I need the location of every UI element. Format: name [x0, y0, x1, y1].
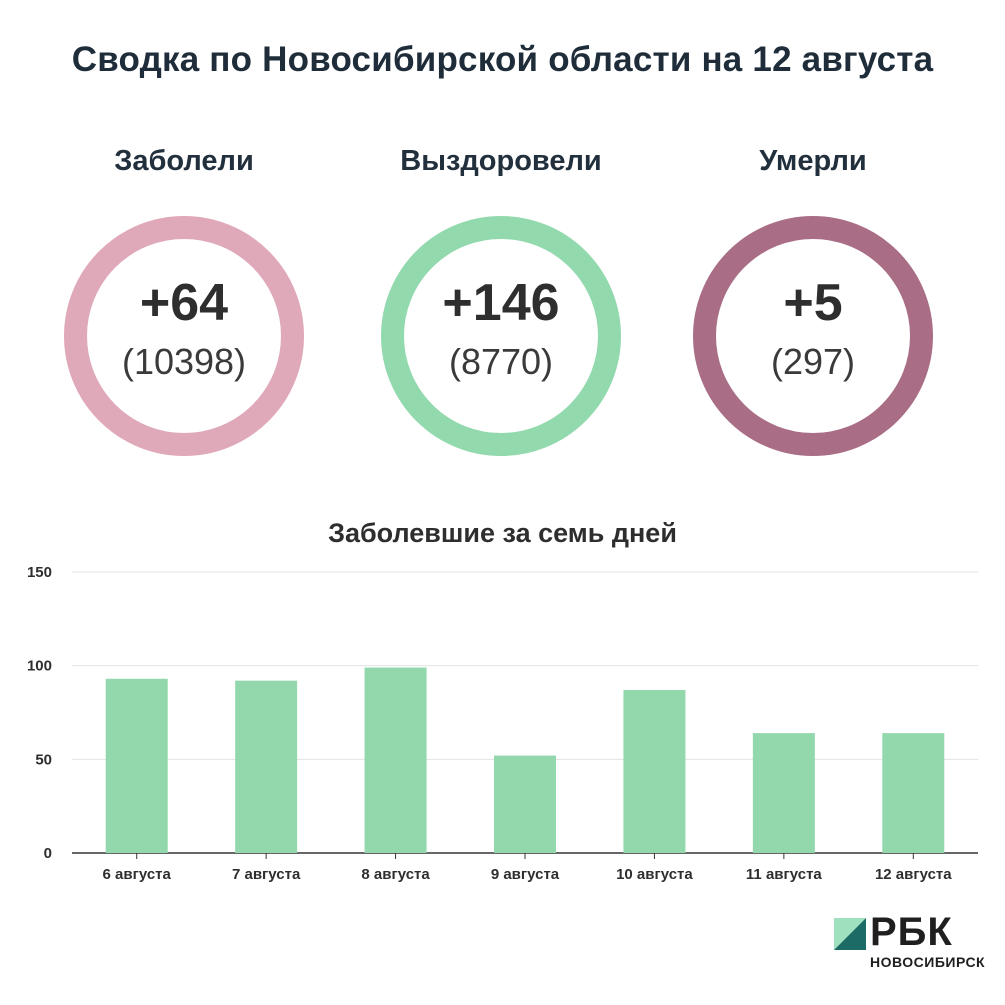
stat-label: Умерли — [759, 145, 867, 177]
x-tick-label: 6 августа — [103, 866, 172, 883]
x-tick-label: 9 августа — [491, 866, 560, 883]
stat-label: Заболели — [114, 145, 254, 177]
x-tick-label: 11 августа — [746, 866, 822, 883]
bar — [752, 733, 815, 853]
y-tick-label: 150 — [27, 564, 52, 581]
stat-label: Выздоровели — [400, 145, 602, 177]
logo-name: РБК — [870, 910, 953, 954]
stat-ring — [64, 216, 304, 456]
stat-infected: Заболели +64 (10398) — [34, 145, 334, 465]
bar-chart: 0 50 100 150 6 августа 7 августа 8 августа 9 ав… — [27, 564, 978, 883]
bar — [105, 678, 168, 853]
x-tick-label: 10 августа — [616, 866, 693, 883]
y-tick-label: 50 — [35, 751, 52, 768]
stat-ring — [693, 216, 933, 456]
logo-mark-dark — [834, 918, 866, 950]
bar — [623, 690, 686, 853]
y-tick-label: 100 — [27, 658, 52, 675]
stat-delta: +146 — [442, 274, 560, 332]
bar — [494, 755, 556, 853]
stat-ring — [381, 216, 621, 456]
stat-recovered: Выздоровели +146 (8770) — [351, 145, 651, 465]
y-tick-label: 0 — [44, 845, 52, 862]
x-tick-label: 7 августа — [232, 866, 301, 883]
rbc-logo-icon — [834, 918, 866, 950]
page-title: Сводка по Новосибирской области на 12 ав… — [71, 40, 934, 79]
stat-delta: +64 — [139, 274, 229, 332]
bar — [235, 680, 298, 853]
x-tick-label: 12 августа — [875, 866, 952, 883]
stat-deaths: Умерли +5 (297) — [663, 145, 963, 465]
bar — [882, 733, 945, 853]
bar — [364, 667, 427, 853]
stat-delta: +5 — [783, 274, 843, 332]
stat-total: (297) — [770, 341, 856, 382]
rbc-logo: РБК НОВОСИБИРСК — [834, 910, 994, 970]
stat-total: (10398) — [121, 341, 247, 382]
x-tick-label: 8 августа — [361, 866, 430, 883]
chart-title: Заболевшие за семь дней — [328, 518, 677, 548]
logo-region: НОВОСИБИРСК — [870, 954, 986, 970]
stat-total: (8770) — [448, 341, 554, 382]
